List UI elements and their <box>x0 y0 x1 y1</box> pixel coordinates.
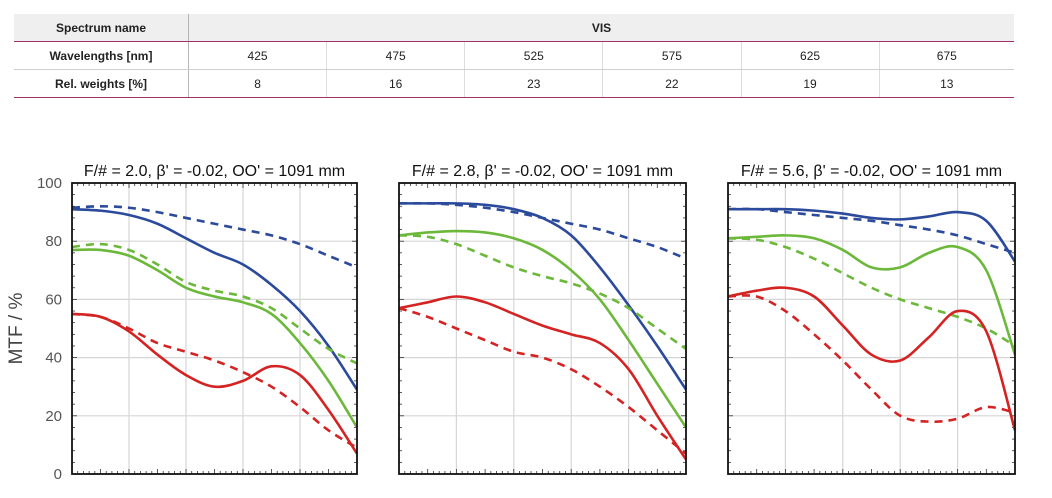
weight-cell: 8 <box>187 69 327 98</box>
spectrum-table: Spectrum name VIS Wavelengths [nm] 425 4… <box>14 14 1014 98</box>
minor-ticks <box>398 182 687 475</box>
mtf-curve-dashed-3 <box>71 242 358 365</box>
plot-frame <box>71 182 358 475</box>
mtf-curve-solid-4 <box>398 229 688 429</box>
mtf-curve-dashed-5 <box>727 294 1016 424</box>
mtf-curve-solid-6 <box>71 312 359 455</box>
plot-title: F/# = 5.6, β' = -0.02, OO' = 1091 mm <box>741 163 1002 180</box>
plot-title: F/# = 2.0, β' = -0.02, OO' = 1091 mm <box>84 163 345 180</box>
weight-cell: 22 <box>602 69 741 98</box>
mtf-curve-solid-4 <box>71 248 359 429</box>
mtf-plot-2: F/# = 2.8, β' = -0.02, OO' = 1091 mm <box>398 163 688 475</box>
mtf-curve-solid-4 <box>727 234 1017 356</box>
spectrum-row: Spectrum name VIS <box>14 14 1014 42</box>
wavelength-cell: 425 <box>187 41 327 70</box>
y-tick-label: 60 <box>45 291 62 308</box>
y-tick-label: 0 <box>54 466 62 483</box>
wavelength-cell: 675 <box>878 41 1014 70</box>
plot-frame <box>727 182 1016 475</box>
weight-cell: 16 <box>326 69 465 98</box>
plot-frame <box>398 182 687 475</box>
plot-area <box>72 183 357 474</box>
mtf-curve-solid-2 <box>71 207 359 391</box>
mtf-curve-solid-2 <box>399 201 688 391</box>
wavelength-cell: 475 <box>326 41 465 70</box>
mtf-curve-dashed-1 <box>727 207 1016 255</box>
mtf-curve-dashed-3 <box>727 236 1016 348</box>
mtf-curve-dashed-5 <box>71 312 358 449</box>
plot-title: F/# = 2.8, β' = -0.02, OO' = 1091 mm <box>412 163 673 180</box>
wavelength-cell: 575 <box>602 41 741 70</box>
y-tick-label: 20 <box>45 408 62 425</box>
mtf-curve-solid-6 <box>398 295 688 461</box>
wavelengths-header: Wavelengths [nm] <box>14 41 189 70</box>
y-tick-label: 40 <box>45 350 62 367</box>
mtf-curve-solid-6 <box>727 286 1017 431</box>
mtf-curve-solid-2 <box>728 207 1017 263</box>
y-tick-label: 80 <box>45 233 62 250</box>
mtf-curve-dashed-1 <box>71 204 358 269</box>
wavelengths-row: Wavelengths [nm] 425 475 525 575 625 675 <box>14 41 1014 70</box>
mtf-plot-3: F/# = 5.6, β' = -0.02, OO' = 1091 mm <box>727 163 1017 475</box>
wavelength-cell: 525 <box>464 41 603 70</box>
spectrum-name-value: VIS <box>188 14 1014 42</box>
y-axis-label: MTF / % <box>6 293 27 365</box>
weight-cell: 19 <box>740 69 880 98</box>
wavelength-cell: 625 <box>740 41 880 70</box>
weights-row: Rel. weights [%] 8 16 23 22 19 13 <box>14 69 1014 98</box>
plot-area <box>728 183 1015 474</box>
weight-cell: 13 <box>878 69 1014 98</box>
mtf-curve-dashed-3 <box>398 234 687 350</box>
weight-cell: 23 <box>464 69 603 98</box>
spectrum-name-header: Spectrum name <box>14 14 189 42</box>
plot-area <box>399 183 686 474</box>
mtf-plot-1: F/# = 2.0, β' = -0.02, OO' = 1091 mm 0 20 4… <box>6 163 359 483</box>
weights-header: Rel. weights [%] <box>14 69 189 98</box>
y-tick-label: 100 <box>37 175 62 192</box>
